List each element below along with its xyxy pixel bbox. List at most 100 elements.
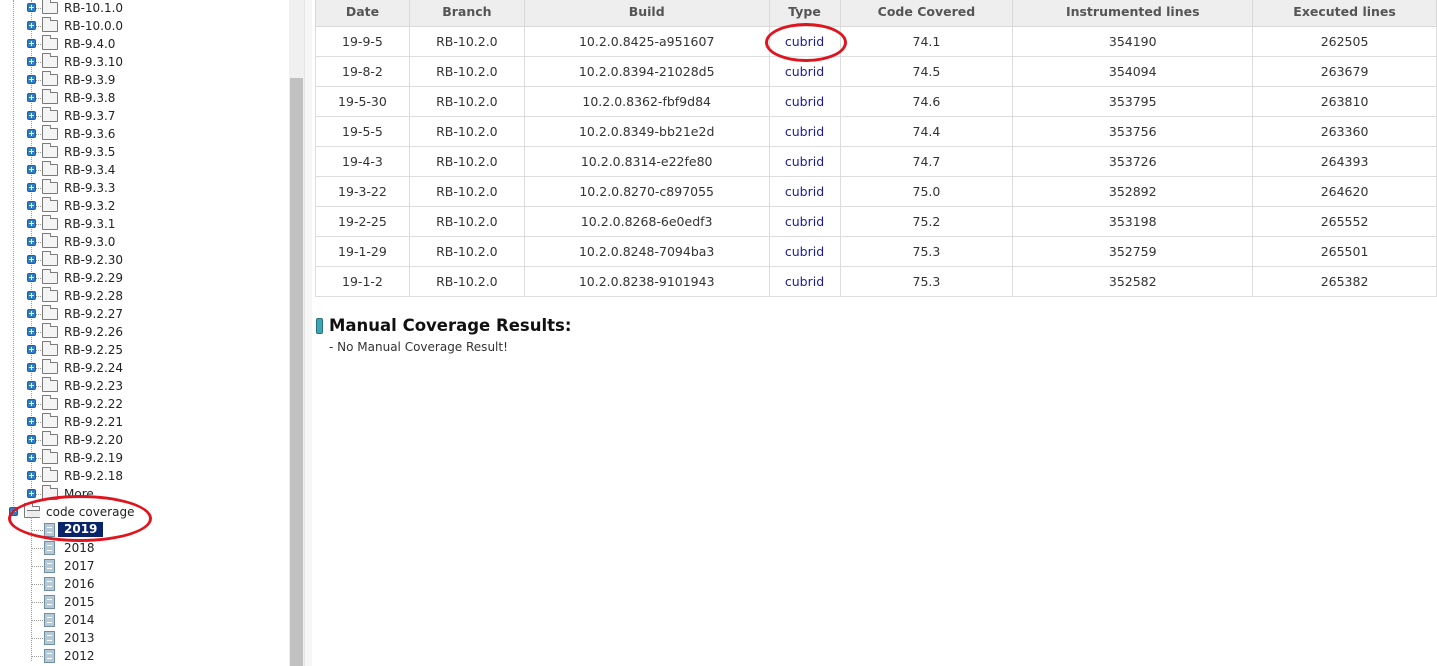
tree-item-label[interactable]: RB-9.3.9 — [64, 73, 116, 87]
tree-item-branch[interactable]: RB-9.2.29 — [0, 269, 289, 287]
tree-item-label[interactable]: RB-9.3.4 — [64, 163, 116, 177]
tree-scrollbar-thumb[interactable] — [290, 78, 303, 666]
header-code-covered[interactable]: Code Covered — [839, 0, 1014, 27]
tree-item-branch[interactable]: RB-9.3.8 — [0, 89, 289, 107]
tree-item-branch[interactable]: RB-9.2.25 — [0, 341, 289, 359]
expand-plus-icon[interactable] — [27, 129, 36, 138]
header-branch[interactable]: Branch — [408, 0, 525, 27]
tree-item-branch[interactable]: RB-9.2.20 — [0, 431, 289, 449]
tree-item-branch[interactable]: RB-9.2.24 — [0, 359, 289, 377]
tree-item-branch[interactable]: RB-9.3.9 — [0, 71, 289, 89]
tree-item-label[interactable]: 2018 — [64, 541, 95, 555]
expand-plus-icon[interactable] — [27, 417, 36, 426]
tree-item-label[interactable]: RB-10.1.0 — [64, 1, 124, 15]
expand-plus-icon[interactable] — [27, 39, 36, 48]
header-executed-lines[interactable]: Executed lines — [1252, 0, 1437, 27]
tree-item-label[interactable]: RB-9.2.28 — [64, 289, 124, 303]
tree-item-branch[interactable]: RB-9.2.27 — [0, 305, 289, 323]
tree-item-label[interactable]: RB-9.2.25 — [64, 343, 124, 357]
expand-plus-icon[interactable] — [27, 255, 36, 264]
tree-item-branch[interactable]: RB-9.3.6 — [0, 125, 289, 143]
type-link[interactable]: cubrid — [784, 184, 825, 199]
tree-item-branch[interactable]: RB-9.2.21 — [0, 413, 289, 431]
tree-item-year[interactable]: 2019 — [0, 521, 289, 539]
tree-item-label[interactable]: RB-9.2.29 — [64, 271, 124, 285]
tree-item-code-coverage[interactable]: code coverage — [0, 503, 289, 521]
collapse-minus-icon[interactable] — [9, 507, 18, 516]
tree-item-branch[interactable]: RB-9.3.3 — [0, 179, 289, 197]
tree-item-label[interactable]: 2017 — [64, 559, 95, 573]
tree-item-label[interactable]: RB-9.2.24 — [64, 361, 124, 375]
tree-item-label[interactable]: RB-9.2.23 — [64, 379, 124, 393]
expand-plus-icon[interactable] — [27, 471, 36, 480]
expand-plus-icon[interactable] — [27, 111, 36, 120]
header-instrumented-lines[interactable]: Instrumented lines — [1012, 0, 1254, 27]
expand-plus-icon[interactable] — [27, 93, 36, 102]
tree-item-year[interactable]: 2018 — [0, 539, 289, 557]
type-link[interactable]: cubrid — [784, 34, 825, 49]
tree-item-label[interactable]: RB-9.2.22 — [64, 397, 124, 411]
type-link[interactable]: cubrid — [784, 274, 825, 289]
expand-plus-icon[interactable] — [27, 291, 36, 300]
tree-item-year[interactable]: 2015 — [0, 593, 289, 611]
type-link[interactable]: cubrid — [784, 64, 825, 79]
tree-item-label[interactable]: code coverage — [46, 505, 135, 519]
tree-item-branch[interactable]: RB-9.2.28 — [0, 287, 289, 305]
expand-plus-icon[interactable] — [27, 165, 36, 174]
expand-plus-icon[interactable] — [27, 435, 36, 444]
tree-item-label[interactable]: RB-9.2.27 — [64, 307, 124, 321]
expand-plus-icon[interactable] — [27, 201, 36, 210]
tree-item-label[interactable]: RB-9.3.3 — [64, 181, 116, 195]
tree-item-label[interactable]: RB-9.2.30 — [64, 253, 124, 267]
tree-item-label[interactable]: 2015 — [64, 595, 95, 609]
expand-plus-icon[interactable] — [27, 345, 36, 354]
header-type[interactable]: Type — [768, 0, 841, 27]
tree-item-branch[interactable]: RB-10.1.0 — [0, 0, 289, 17]
type-link[interactable]: cubrid — [784, 244, 825, 259]
tree-item-label[interactable]: RB-9.2.21 — [64, 415, 124, 429]
tree-item-branch[interactable]: RB-9.2.23 — [0, 377, 289, 395]
tree-item-year[interactable]: 2013 — [0, 629, 289, 647]
expand-plus-icon[interactable] — [27, 273, 36, 282]
type-link[interactable]: cubrid — [784, 214, 825, 229]
tree-item-branch[interactable]: RB-9.2.22 — [0, 395, 289, 413]
expand-plus-icon[interactable] — [27, 57, 36, 66]
header-date[interactable]: Date — [315, 0, 410, 27]
expand-plus-icon[interactable] — [27, 399, 36, 408]
tree-item-label[interactable]: RB-9.4.0 — [64, 37, 116, 51]
tree-item-branch[interactable]: RB-9.3.4 — [0, 161, 289, 179]
tree-item-label[interactable]: RB-9.3.8 — [64, 91, 116, 105]
expand-plus-icon[interactable] — [27, 3, 36, 12]
tree-item-label[interactable]: 2012 — [64, 649, 95, 663]
tree-item-branch[interactable]: RB-9.3.7 — [0, 107, 289, 125]
panel-splitter[interactable] — [304, 0, 313, 666]
tree-item-year[interactable]: 2017 — [0, 557, 289, 575]
tree-item-label[interactable]: RB-10.0.0 — [64, 19, 124, 33]
expand-plus-icon[interactable] — [27, 147, 36, 156]
header-build[interactable]: Build — [523, 0, 770, 27]
type-link[interactable]: cubrid — [784, 124, 825, 139]
expand-plus-icon[interactable] — [27, 237, 36, 246]
tree-item-year[interactable]: 2012 — [0, 647, 289, 665]
tree-item-branch[interactable]: RB-9.2.19 — [0, 449, 289, 467]
tree-item-branch[interactable]: RB-9.4.0 — [0, 35, 289, 53]
tree-item-branch[interactable]: RB-9.2.30 — [0, 251, 289, 269]
tree-item-branch[interactable]: RB-9.3.10 — [0, 53, 289, 71]
tree-item-label[interactable]: RB-9.3.2 — [64, 199, 116, 213]
tree-item-label[interactable]: RB-9.3.7 — [64, 109, 116, 123]
expand-plus-icon[interactable] — [27, 381, 36, 390]
tree-item-label[interactable]: 2014 — [64, 613, 95, 627]
tree-item-branch[interactable]: RB-9.2.18 — [0, 467, 289, 485]
tree-item-branch[interactable]: RB-9.3.1 — [0, 215, 289, 233]
expand-plus-icon[interactable] — [27, 453, 36, 462]
tree-item-branch[interactable]: RB-9.3.2 — [0, 197, 289, 215]
tree-item-branch[interactable]: RB-9.2.26 — [0, 323, 289, 341]
expand-plus-icon[interactable] — [27, 309, 36, 318]
tree-item-label[interactable]: 2013 — [64, 631, 95, 645]
tree-item-label[interactable]: 2016 — [64, 577, 95, 591]
type-link[interactable]: cubrid — [784, 94, 825, 109]
tree-item-branch[interactable]: RB-9.3.0 — [0, 233, 289, 251]
tree-item-label[interactable]: RB-9.3.5 — [64, 145, 116, 159]
expand-plus-icon[interactable] — [27, 21, 36, 30]
tree-item-label[interactable]: RB-9.2.20 — [64, 433, 124, 447]
